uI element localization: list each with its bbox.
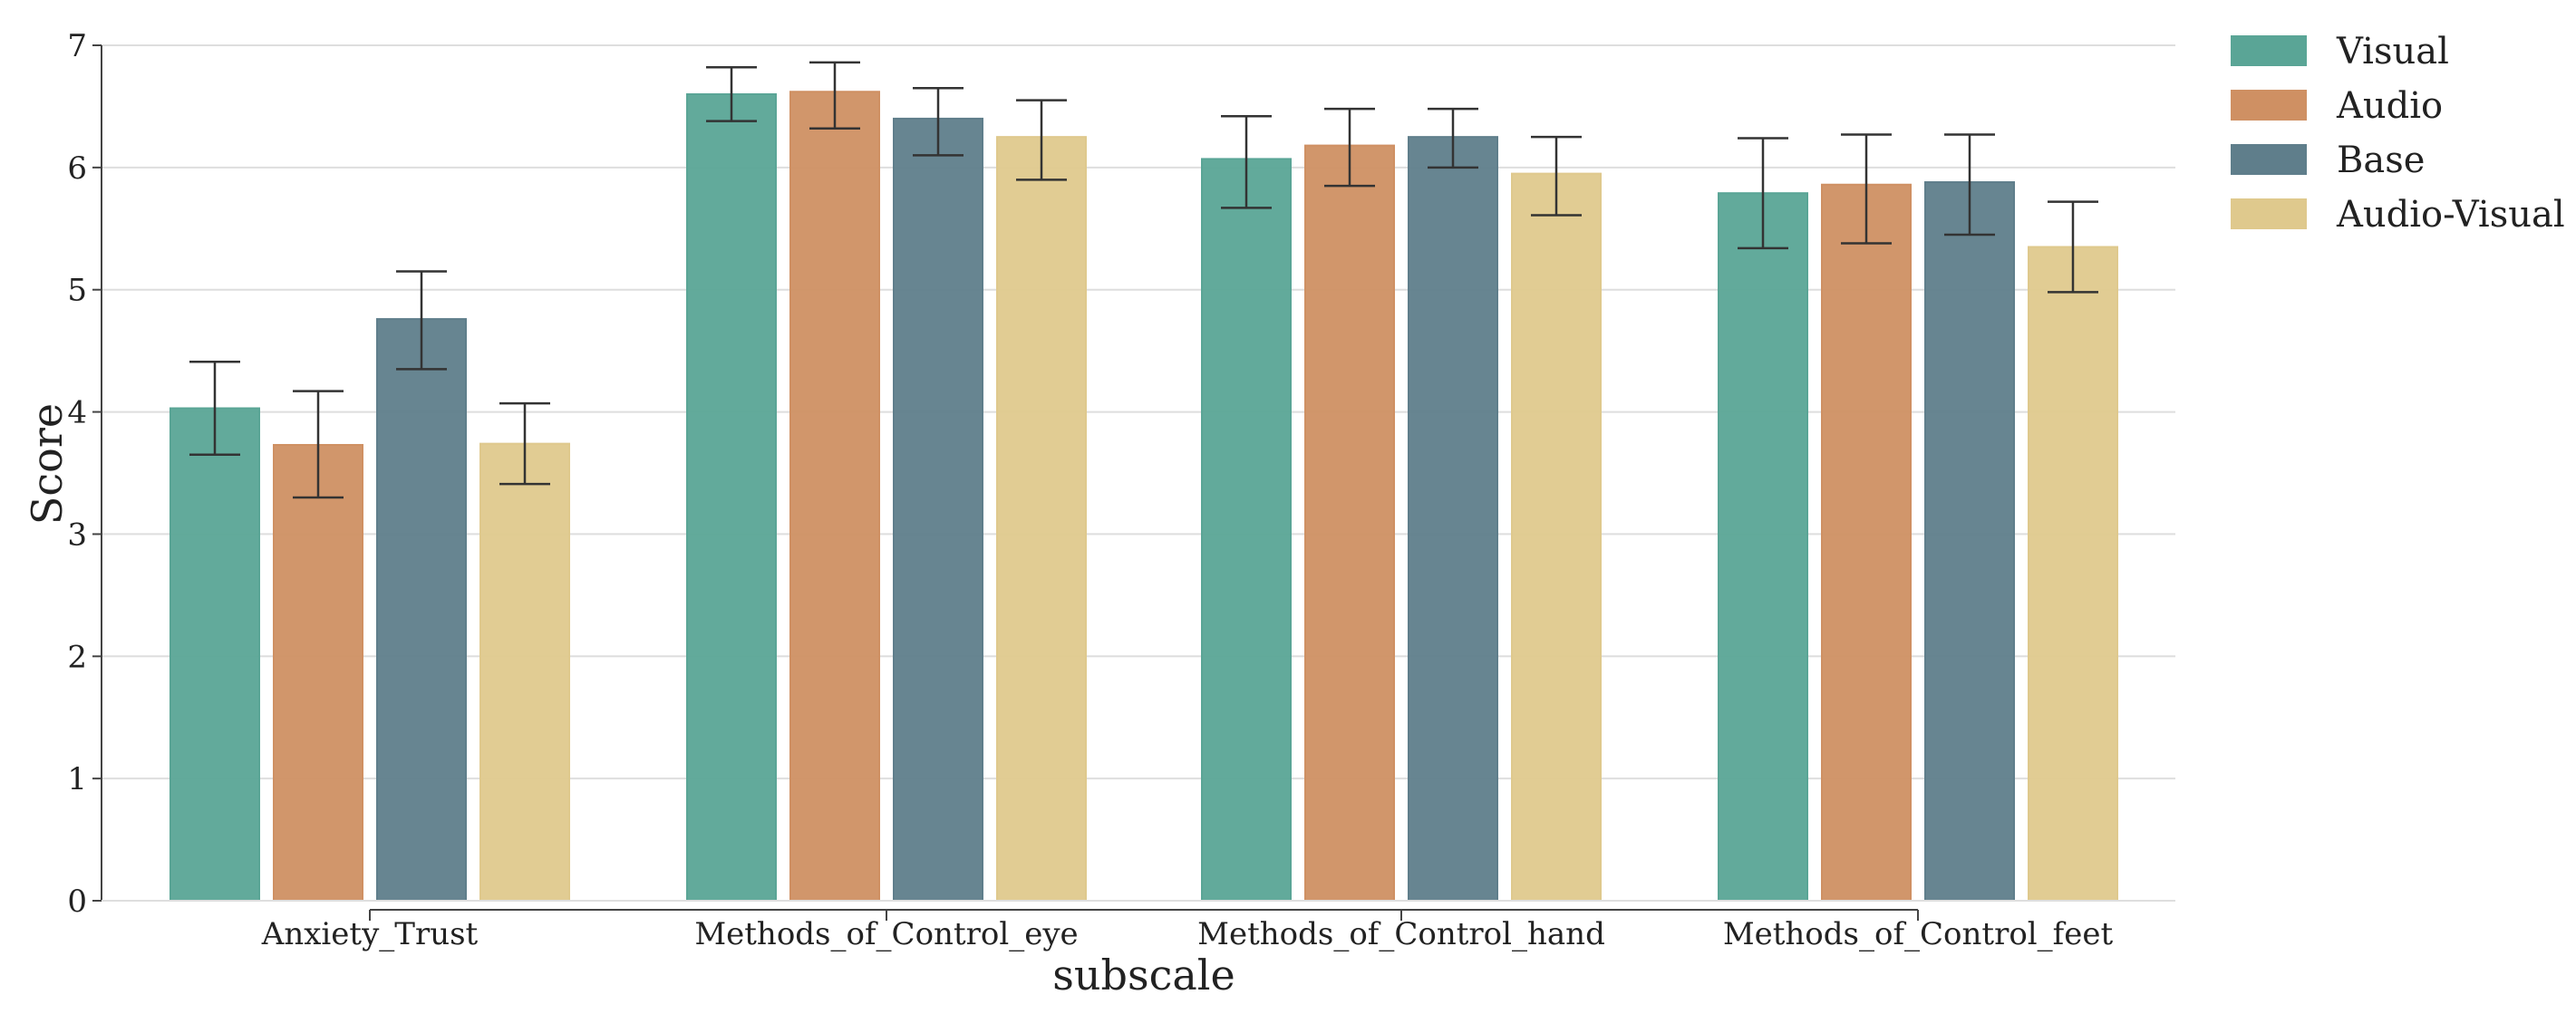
y-axis-title: Score	[23, 403, 72, 525]
bar	[2028, 246, 2118, 902]
error-bar	[189, 361, 240, 457]
legend-swatch	[2231, 90, 2307, 121]
legend-swatch	[2231, 35, 2307, 66]
bar	[1408, 136, 1498, 902]
y-tick-label: 3	[67, 517, 87, 553]
error-bar	[1944, 133, 1995, 237]
bar	[893, 117, 983, 902]
y-tick-label: 7	[67, 28, 87, 64]
error-bars	[189, 61, 2098, 499]
bar	[1511, 172, 1602, 903]
bar	[1718, 192, 1808, 903]
legend-swatch	[2231, 198, 2307, 229]
bar	[686, 92, 777, 902]
legend-item: Visual	[2231, 31, 2449, 72]
error-bar	[1738, 137, 1788, 250]
bar	[376, 318, 467, 902]
error-bar	[913, 86, 964, 157]
y-tick-label: 4	[67, 395, 87, 431]
bar	[789, 91, 880, 902]
bar	[1304, 144, 1395, 902]
error-bar	[1324, 107, 1375, 188]
x-axis-title: subscale	[1052, 951, 1235, 1000]
legend-item: Audio-Visual	[2231, 194, 2565, 236]
legend-label: Audio	[2336, 85, 2443, 127]
error-bar	[809, 61, 860, 130]
bars	[169, 91, 2118, 903]
legend-swatch	[2231, 144, 2307, 175]
error-bar	[1428, 107, 1478, 169]
error-bar	[293, 390, 344, 499]
y-tick-label: 5	[67, 273, 87, 309]
legend-label: Base	[2337, 140, 2425, 181]
y-tick-label: 2	[67, 639, 87, 675]
legend-label: Audio-Visual	[2336, 194, 2565, 236]
x-tick-label: Methods_of_Control_feet	[1723, 916, 2114, 952]
y-tick-label: 6	[67, 150, 87, 187]
legend-item: Base	[2231, 140, 2425, 181]
bar	[1821, 183, 1912, 903]
bar	[479, 442, 570, 902]
x-tick-label: Anxiety_Trust	[261, 916, 479, 952]
y-tick-label: 0	[67, 884, 87, 920]
error-bar	[1531, 135, 1582, 217]
legend-label: Visual	[2336, 31, 2449, 72]
error-bar	[706, 66, 757, 122]
legend-item: Audio	[2231, 85, 2443, 127]
y-tick-label: 1	[67, 761, 87, 797]
error-bar	[1016, 99, 1067, 181]
error-bar	[396, 270, 447, 371]
x-tick-label: Methods_of_Control_eye	[694, 916, 1078, 952]
bar	[273, 443, 363, 902]
bar	[1201, 158, 1292, 903]
axes: 0 1 2 3 4 5 6 7 Anxiety_Trust Methods_of_Control_…	[67, 28, 2175, 952]
error-bar	[2048, 200, 2098, 294]
legend: Visual Audio Base Audio-Visual	[2231, 31, 2565, 236]
error-bar	[499, 401, 550, 486]
error-bar	[1841, 133, 1892, 245]
bar	[996, 136, 1087, 902]
bar	[1924, 181, 2015, 903]
x-tick-label: Methods_of_Control_hand	[1197, 916, 1605, 952]
bar	[169, 407, 260, 903]
error-bar	[1221, 114, 1272, 209]
